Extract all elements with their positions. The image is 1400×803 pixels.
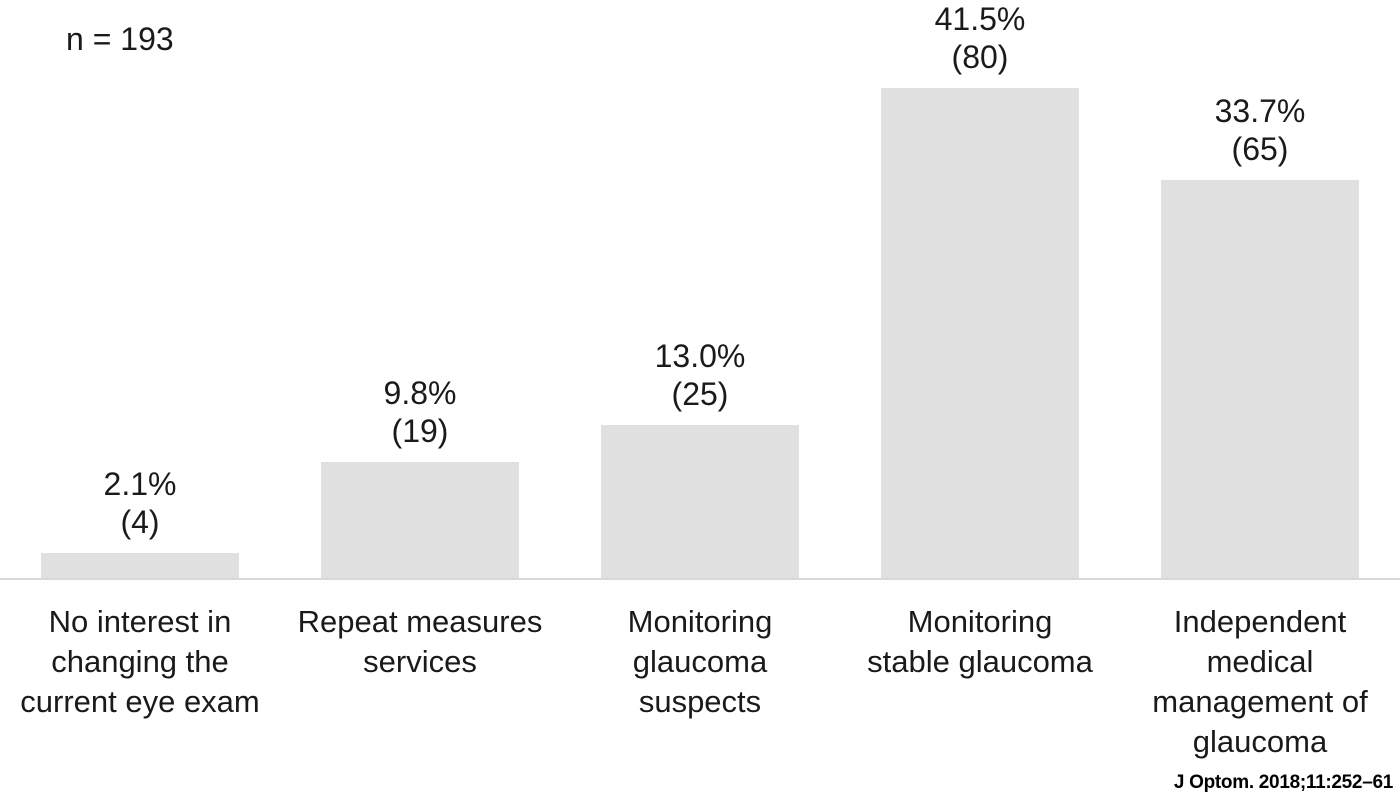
percent-value: 33.7%: [1214, 93, 1306, 129]
bar: [881, 88, 1079, 578]
count-value: (4): [120, 504, 160, 540]
percent-value: 41.5%: [934, 1, 1026, 37]
value-label: 33.7% (65): [1215, 92, 1306, 168]
bar: [1161, 180, 1359, 578]
bar: [321, 462, 519, 578]
bar: [601, 425, 799, 578]
plot-area: 2.1% (4) 9.8% (19) 13.0% (25) 41.5% (80): [0, 0, 1400, 580]
value-label: 2.1% (4): [104, 465, 177, 541]
count-value: (19): [391, 413, 449, 449]
category-labels-row: No interest in changing the current eye …: [0, 602, 1400, 762]
value-label: 13.0% (25): [655, 337, 746, 413]
percent-value: 9.8%: [383, 375, 457, 411]
bar: [41, 553, 239, 578]
bar-column: 13.0% (25): [560, 0, 840, 578]
bar-column: 41.5% (80): [840, 0, 1120, 578]
category-label: Monitoring stable glaucoma: [867, 604, 1093, 679]
category-label: Repeat measures services: [297, 604, 543, 679]
value-label: 41.5% (80): [935, 0, 1026, 76]
category-label: No interest in changing the current eye …: [20, 604, 260, 719]
sample-size-note: n = 193: [66, 21, 174, 57]
bar-column: 33.7% (65): [1120, 0, 1400, 578]
category-label: Independent medical management of glauco…: [1152, 604, 1368, 759]
percent-value: 13.0%: [654, 338, 746, 374]
count-value: (25): [671, 376, 729, 412]
category-label: Monitoring glaucoma suspects: [627, 604, 773, 719]
value-label: 9.8% (19): [384, 374, 457, 450]
citation: J Optom. 2018;11:252–61: [1173, 772, 1393, 793]
count-value: (80): [951, 39, 1009, 75]
bar-column: 9.8% (19): [280, 0, 560, 578]
percent-value: 2.1%: [103, 466, 177, 502]
bar-column: 2.1% (4): [0, 0, 280, 578]
count-value: (65): [1231, 131, 1289, 167]
